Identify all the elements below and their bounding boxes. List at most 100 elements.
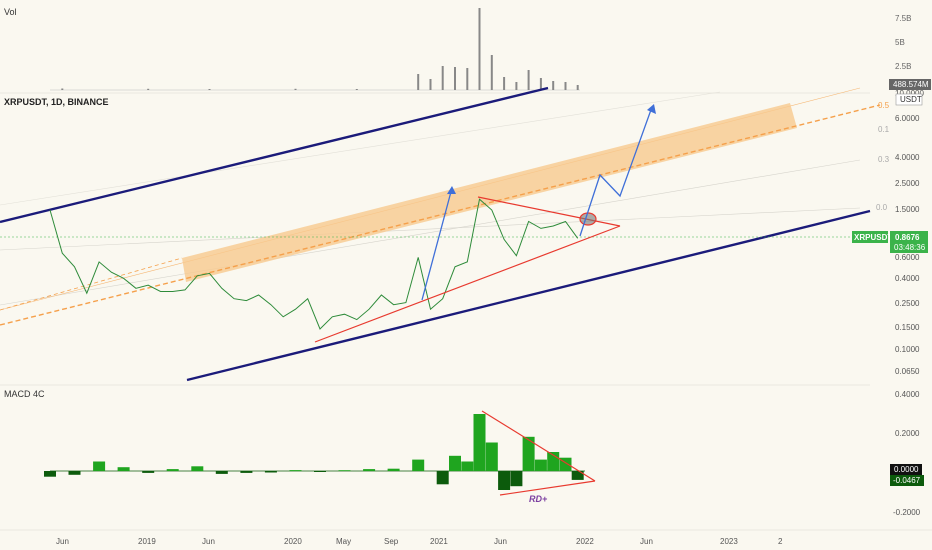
macd-bar <box>510 471 523 487</box>
price-tick-label: 0.4000 <box>895 274 920 283</box>
price-tick-label: 0.2500 <box>895 299 920 308</box>
price-badge-bg <box>890 231 928 253</box>
x-axis: Jun 2019 Jun 2020 May Sep 2021 Jun 2022 … <box>0 529 932 546</box>
channel-upper <box>0 86 549 224</box>
volume-bar <box>429 79 432 90</box>
fib-band <box>182 103 797 282</box>
macd-bar <box>142 471 155 473</box>
x-tick-label: Jun <box>494 537 507 546</box>
x-tick-label: Jun <box>56 537 69 546</box>
macd-bar <box>93 461 106 471</box>
macd-bar <box>498 471 511 490</box>
macd-bar <box>412 459 425 471</box>
symbol-badge-bg <box>852 231 888 243</box>
macd-bar <box>289 470 302 472</box>
price-badge: 0.8676 <box>895 233 920 242</box>
macd-bar <box>461 461 474 471</box>
macd-bar <box>314 471 326 472</box>
price-series-line <box>49 198 579 330</box>
price-tick-label: 0.1000 <box>895 345 920 354</box>
fib-line-0-1 <box>0 91 721 206</box>
x-tick-label: Jun <box>640 537 653 546</box>
volume-bar <box>539 78 542 90</box>
x-tick-label: Sep <box>384 537 399 546</box>
volume-bar <box>552 81 555 90</box>
x-tick-label: 2 <box>778 537 783 546</box>
macd-tick-label: 0.4000 <box>895 390 920 399</box>
volume-bar <box>515 82 518 90</box>
projection-path <box>579 106 653 237</box>
x-tick-label: 2022 <box>576 537 594 546</box>
macd-bar <box>44 471 56 477</box>
price-tick-label: 4.0000 <box>895 153 920 162</box>
macd-zero-badge: 0.0000 <box>894 465 919 474</box>
macd-bar <box>240 471 253 473</box>
channel-lower <box>186 209 871 382</box>
macd-bar <box>485 442 498 471</box>
volume-bar <box>478 8 481 90</box>
macd-bar <box>436 471 449 485</box>
price-tick-label: 0.0650 <box>895 367 920 376</box>
macd-bar <box>522 436 535 471</box>
currency-badge: USDT <box>900 95 922 104</box>
volume-bar <box>527 70 530 90</box>
volume-bar <box>294 88 297 90</box>
macd-bar <box>363 469 376 471</box>
divergence-label: RD+ <box>529 494 548 504</box>
volume-bar <box>441 66 444 90</box>
price-tick-label: 0.6000 <box>895 253 920 262</box>
macd-pane-label: MACD 4C <box>4 389 45 399</box>
macd-tick-label: 0.2000 <box>895 429 920 438</box>
volume-bar <box>417 74 420 90</box>
macd-bar <box>473 414 486 471</box>
price-tick-label: 6.0000 <box>895 114 920 123</box>
volume-tick-label: 5B <box>895 38 905 47</box>
macd-bar <box>264 471 277 473</box>
macd-bar <box>571 471 584 480</box>
macd-value-badge-bg <box>890 475 924 486</box>
volume-value-badge-bg <box>889 79 931 90</box>
macd-histogram <box>44 414 584 490</box>
macd-bar <box>117 467 130 471</box>
macd-divergence-upper <box>481 410 596 482</box>
x-tick-label: 2021 <box>430 537 448 546</box>
breakout-marker <box>579 212 597 226</box>
macd-bar <box>68 471 81 475</box>
fib-label-0-0: 0.0 <box>876 203 888 212</box>
x-tick-label: 2019 <box>138 537 156 546</box>
macd-pane: MACD 4C RD+ 0.4000 0.2000 -0.2000 0.0000… <box>0 384 924 517</box>
projection-path-head <box>647 104 656 114</box>
fib-label-0-3: 0.3 <box>878 155 890 164</box>
price-pane: XRPUSDT, 1D, BINANCE 0.5 0.1 0.3 0.0 <box>0 86 928 382</box>
volume-bar <box>61 88 64 90</box>
symbol-label: XRPUSDT, 1D, BINANCE <box>4 97 109 107</box>
volume-pane: Vol 7.5B 5B 2.5B 488.574M <box>4 7 931 91</box>
volume-pane-label: Vol <box>4 7 17 17</box>
price-tick-label: 1.5000 <box>895 205 920 214</box>
projection-arrow-1 <box>421 187 453 301</box>
symbol-badge: XRPUSDT <box>854 233 892 242</box>
macd-bar <box>191 466 204 472</box>
fib-label-0-1: 0.1 <box>878 125 890 134</box>
x-tick-label: Jun <box>202 537 215 546</box>
volume-value-badge: 488.574M <box>893 80 929 89</box>
currency-badge-bg <box>895 93 923 106</box>
price-tick-label: 10.0000 <box>895 89 924 98</box>
price-tick-label: 2.5000 <box>895 179 920 188</box>
fib-line-orange <box>0 257 183 311</box>
macd-zero-badge-bg <box>890 464 922 475</box>
volume-bar <box>576 85 579 90</box>
fib-line-0-0 <box>0 207 861 251</box>
macd-bar <box>166 469 179 471</box>
x-tick-label: May <box>336 537 351 546</box>
fib-label-0-5: 0.5 <box>878 101 890 110</box>
volume-bar <box>147 88 150 90</box>
volume-tick-label: 2.5B <box>895 62 911 71</box>
projection-arrow-1-head <box>447 186 456 194</box>
macd-bar <box>534 459 547 471</box>
volume-bar <box>490 55 493 90</box>
volume-bar <box>503 77 506 90</box>
macd-bar <box>449 455 461 471</box>
fib-line-0-3 <box>0 159 861 306</box>
